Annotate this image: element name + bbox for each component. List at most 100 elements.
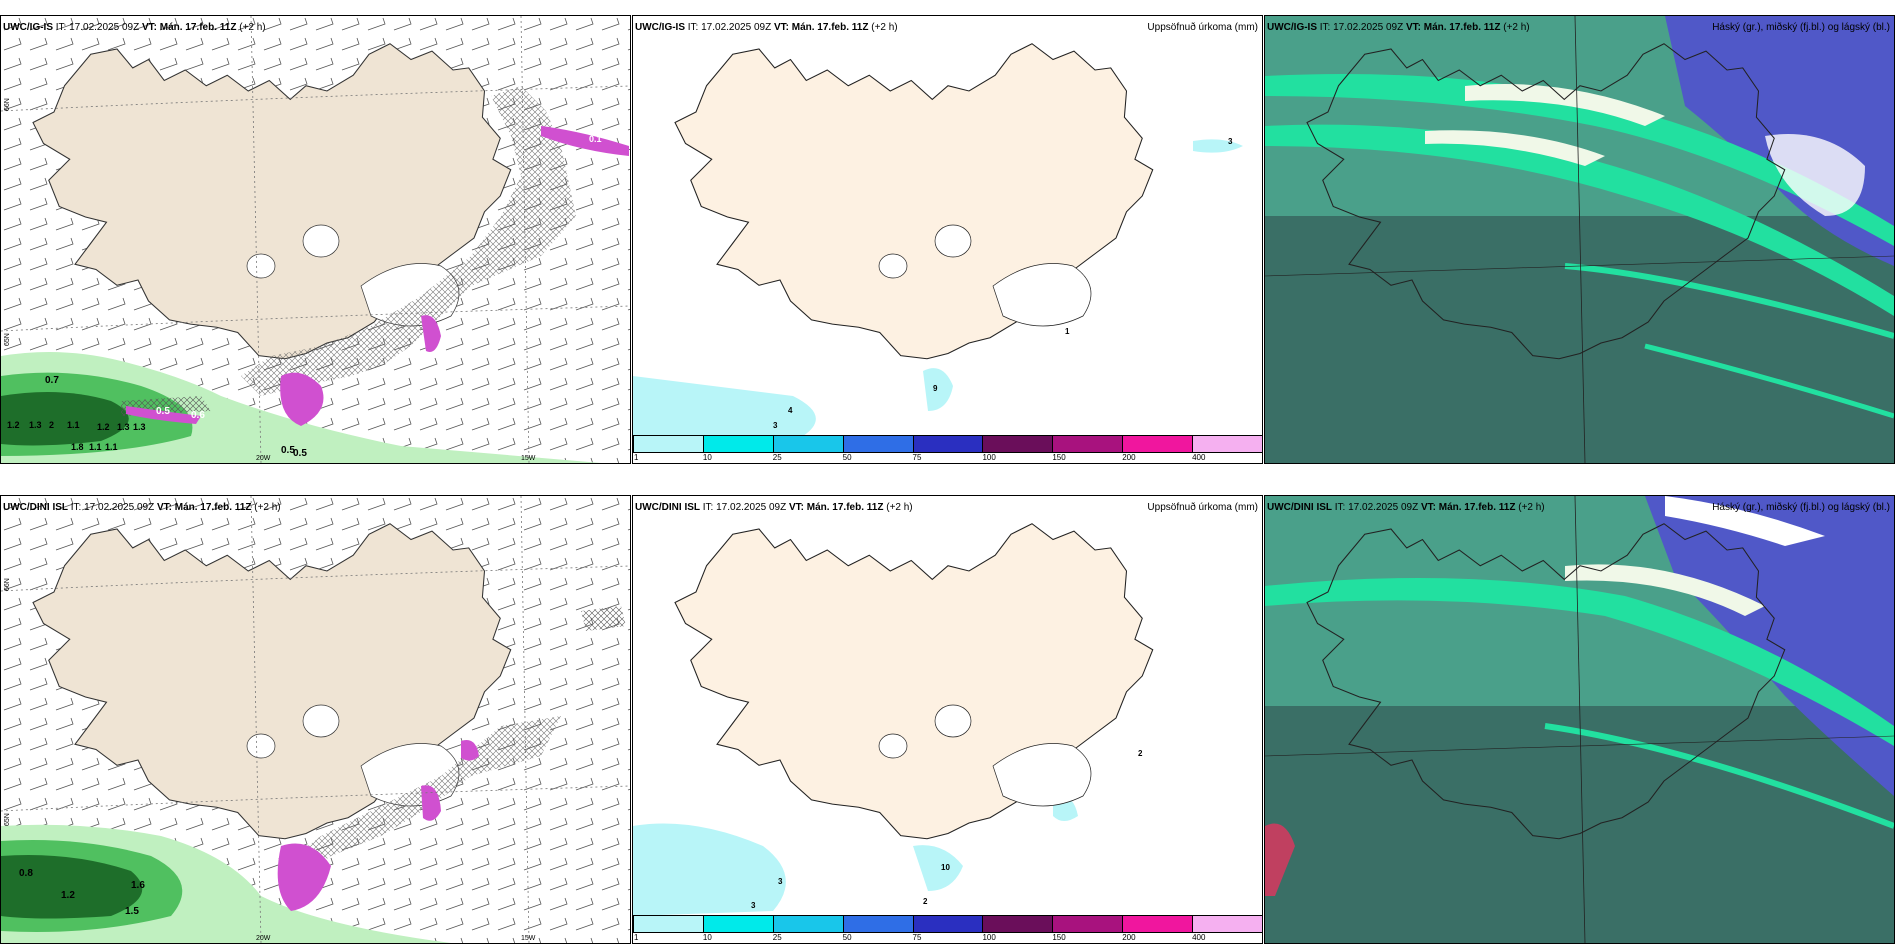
precip-value: 0.5	[293, 448, 307, 459]
panel-header: UWC/IG-IS IT: 17.02.2025 09Z VT: Mán. 17…	[3, 22, 266, 33]
model-name: UWC/IG-IS	[1267, 22, 1317, 33]
legend-swatch	[1122, 915, 1194, 933]
model-name: UWC/DINI ISL	[1267, 502, 1332, 513]
precip-value: 1.2	[61, 890, 75, 901]
valid-time: Mán. 17.feb. 11Z	[159, 22, 237, 33]
panel-header: UWC/IG-IS IT: 17.02.2025 09Z VT: Mán. 17…	[1267, 22, 1530, 33]
precip-value: 9	[933, 384, 938, 393]
lon-label: 20W	[256, 935, 271, 942]
lead-time: (+2 h)	[254, 502, 281, 513]
legend-swatch	[633, 435, 704, 453]
cloud-map-panel-ig[interactable]: UWC/IG-IS IT: 17.02.2025 09Z VT: Mán. 17…	[1264, 15, 1895, 464]
legend-swatch	[1192, 915, 1262, 933]
legend-tick-label: 75	[912, 933, 922, 942]
legend-tick-label: 10	[702, 453, 712, 462]
precip-map-panel-dini[interactable]: 3 3 10 2 2 UWC/DINI ISL IT: 17.02.2025 0…	[632, 495, 1263, 944]
precip-value: 3	[773, 421, 778, 430]
lead-time: (+2 h)	[1518, 502, 1545, 513]
legend-swatch	[1052, 435, 1124, 453]
precip-value: 1.3	[133, 422, 146, 432]
model-name: UWC/IG-IS	[635, 22, 685, 33]
precip-value: 3	[778, 877, 783, 886]
panel-title: Uppsöfnuð úrkoma (mm)	[1147, 22, 1258, 33]
cloud-map	[1265, 16, 1894, 463]
legend-tick-label: 400	[1192, 933, 1206, 942]
legend-swatch	[912, 915, 984, 933]
legend-tick-label: 50	[842, 453, 852, 462]
precip-map: 3 4 3 9 1	[633, 43, 1243, 436]
legend-swatch	[842, 915, 914, 933]
precip-value: 1.6	[131, 880, 145, 891]
precip-legend	[633, 435, 1262, 453]
legend-tick-label: 10	[702, 933, 712, 942]
lat-label: 66N	[4, 578, 11, 591]
panel-header: UWC/IG-IS IT: 17.02.2025 09Z VT: Mán. 17…	[635, 22, 898, 33]
valid-time: Mán. 17.feb. 11Z	[806, 502, 884, 513]
precip-value: 0.1	[589, 134, 602, 144]
precip-value: 1	[1065, 327, 1070, 336]
precip-value: 1.5	[125, 906, 139, 917]
panel-title: Háský (gr.), miðský (fj.bl.) og lágský (…	[1712, 22, 1890, 33]
legend-tick-label: 200	[1122, 933, 1136, 942]
lon-label: 15W	[521, 935, 536, 942]
legend-tick-label: 400	[1192, 453, 1206, 462]
legend-tick-label: 1	[634, 453, 639, 462]
precip-value: 3	[1228, 137, 1233, 146]
legend-tick-label: 25	[772, 933, 782, 942]
cloud-map	[1265, 496, 1894, 943]
precip-value: 2	[923, 897, 928, 906]
legend-swatch	[1122, 435, 1194, 453]
precip-value: 0.6	[191, 410, 205, 421]
precip-value: 3	[751, 901, 756, 910]
precip-value: 0.7	[45, 375, 59, 386]
legend-swatch	[772, 915, 844, 933]
panel-title: Uppsöfnuð úrkoma (mm)	[1147, 502, 1258, 513]
precip-value: 10	[941, 863, 950, 872]
precip-value: 2	[49, 420, 54, 430]
lon-label: 20W	[256, 455, 271, 462]
precip-value: 1.2	[7, 420, 20, 430]
wind-map-panel-dini[interactable]: 0.8 1.2 1.6 1.5 66N 65N 20W 15W UWC/DINI…	[0, 495, 631, 944]
valid-time: Mán. 17.feb. 11Z	[1423, 22, 1501, 33]
panel-header: UWC/DINI ISL IT: 17.02.2025 09Z VT: Mán.…	[635, 502, 913, 513]
precip-value: 1.2	[97, 422, 110, 432]
lead-time: (+2 h)	[871, 22, 898, 33]
legend-tick-label: 25	[772, 453, 782, 462]
lon-label: 15W	[521, 455, 536, 462]
precip-value: 1.1	[89, 442, 102, 452]
legend-tick-label: 200	[1122, 453, 1136, 462]
legend-swatch	[982, 915, 1054, 933]
valid-time: Mán. 17.feb. 11Z	[1438, 502, 1516, 513]
precip-value: 1.3	[117, 422, 130, 432]
init-time: 17.02.2025 09Z	[69, 22, 140, 33]
legend-swatch	[842, 435, 914, 453]
legend-tick-label: 1	[634, 933, 639, 942]
precip-legend-labels: 1 10 25 50 75 100 150 200 400	[633, 453, 1262, 463]
legend-tick-label: 75	[912, 453, 922, 462]
legend-swatch	[702, 915, 774, 933]
legend-tick-label: 150	[1052, 453, 1066, 462]
precip-value: 1.1	[105, 442, 118, 452]
legend-swatch	[702, 435, 774, 453]
precip-map-panel-ig[interactable]: 3 4 3 9 1 UWC/IG-IS IT: 17.02.2025 09Z V…	[632, 15, 1263, 464]
precip-value: 1.8	[71, 442, 84, 452]
wind-map-panel-ig[interactable]: 0.7 1.2 1.3 2 1.1 1.2 1.3 1.3 1.8 1.1 1.…	[0, 15, 631, 464]
legend-swatch	[912, 435, 984, 453]
precip-legend	[633, 915, 1262, 933]
precip-value: 0.5	[156, 406, 170, 417]
lead-time: (+2 h)	[239, 22, 266, 33]
valid-time: Mán. 17.feb. 11Z	[791, 22, 869, 33]
cloud-map-panel-dini[interactable]: UWC/DINI ISL IT: 17.02.2025 09Z VT: Mán.…	[1264, 495, 1895, 944]
precip-map: 3 3 10 2 2	[633, 523, 1154, 916]
precip-value: 0.8	[19, 868, 33, 879]
wind-map: 0.8 1.2 1.6 1.5 66N 65N 20W 15W	[1, 496, 630, 943]
init-time: 17.02.2025 09Z	[701, 22, 772, 33]
panel-header: UWC/DINI ISL IT: 17.02.2025 09Z VT: Mán.…	[1267, 502, 1545, 513]
legend-tick-label: 150	[1052, 933, 1066, 942]
precip-value: 1.3	[29, 420, 42, 430]
precip-value: 2	[1138, 749, 1143, 758]
legend-tick-label: 100	[982, 933, 996, 942]
precip-value: 4	[788, 406, 793, 415]
precip-value: 0.5	[281, 445, 295, 456]
legend-swatch	[633, 915, 704, 933]
